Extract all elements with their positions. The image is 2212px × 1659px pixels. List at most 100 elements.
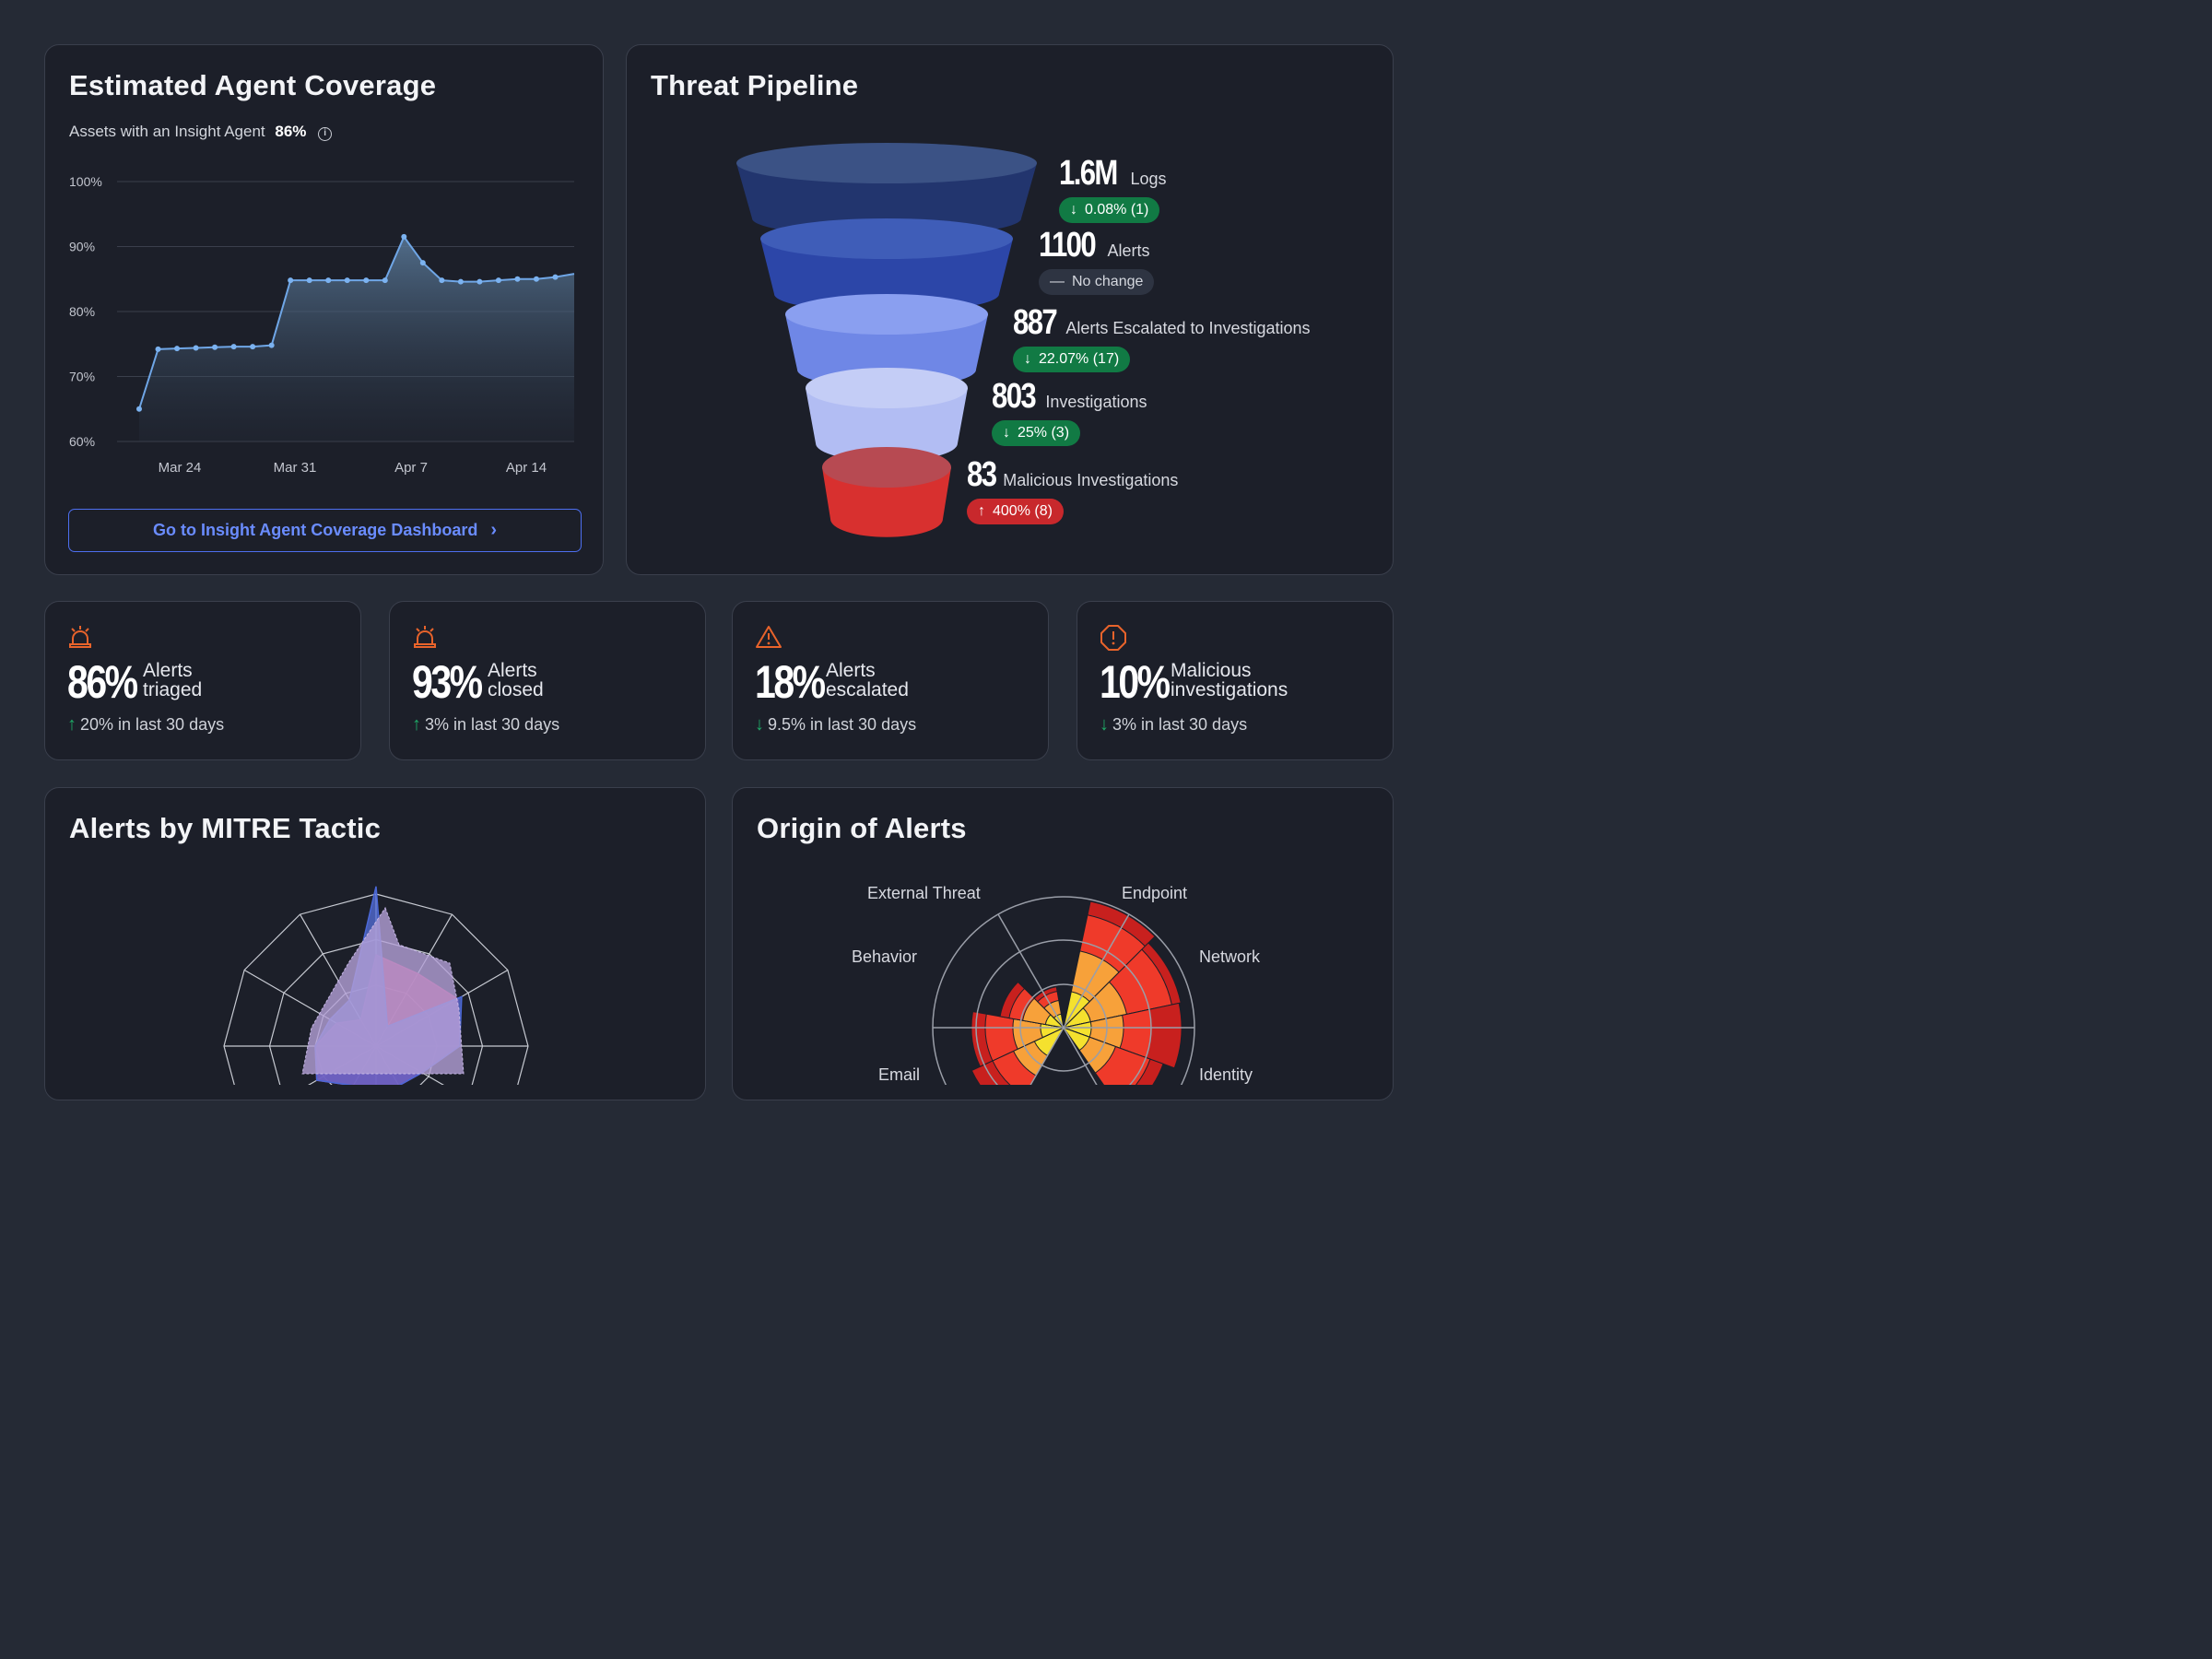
threat-pipeline-card: Threat Pipeline 1.6M Logs ↓ 0.08% (1) 1100 … <box>626 44 1394 575</box>
coverage-area <box>139 236 574 441</box>
stage-change-badge: ↓ 0.08% (1) <box>1059 197 1160 223</box>
polar-spoke <box>1063 1027 1098 1085</box>
kpi-line2: closed <box>488 679 544 700</box>
kpi-line1: Malicious <box>1171 660 1252 681</box>
stage-change: 22.07% (17) <box>1039 351 1120 367</box>
data-point <box>325 277 332 284</box>
data-point <box>155 346 161 352</box>
polar-spoke <box>1030 1027 1065 1085</box>
stage-label: Investigations <box>1041 393 1147 411</box>
kpi-trend-text: 3% in last 30 days <box>1112 715 1248 734</box>
kpi-line1: Alerts <box>826 660 876 681</box>
arrow-down-icon: ↓ <box>1100 714 1109 735</box>
origin-of-alerts-card: Origin of Alerts External Threat Endpoint… <box>732 787 1394 1100</box>
arrow-down-icon: ↓ <box>1070 202 1077 218</box>
y-tick-label: 70% <box>69 370 95 384</box>
agent-coverage-subtitle-label: Assets with an Insight Agent <box>69 123 265 140</box>
data-point <box>495 277 501 284</box>
x-tick-label: Mar 24 <box>159 460 202 476</box>
origin-label: Endpoint <box>1122 884 1188 902</box>
mitre-radar-chart <box>223 886 529 1085</box>
agent-coverage-value: 86% <box>275 123 307 140</box>
kpi-card: 18% Alerts escalated ↓ 9.5% in last 30 days <box>732 601 1049 760</box>
threat-pipeline-title: Threat Pipeline <box>651 69 859 101</box>
mitre-tactic-title: Alerts by MITRE Tactic <box>69 812 382 844</box>
pipeline-stage: 803 Investigations ↓ 25% (3) <box>992 377 1147 446</box>
stage-change-badge: ↓ 22.07% (17) <box>1013 347 1131 372</box>
threat-funnel <box>736 143 1037 537</box>
funnel-segment-top <box>785 294 988 335</box>
data-point <box>306 277 312 284</box>
stage-change: 0.08% (1) <box>1085 202 1149 218</box>
origin-label: Behavior <box>852 947 918 966</box>
stage-value: 887 <box>1013 303 1058 342</box>
kpi-value: 10% <box>1100 656 1171 708</box>
arrow-up-icon: ↑ <box>67 714 76 735</box>
mitre-tactic-card: Alerts by MITRE Tactic <box>44 787 706 1100</box>
stage-change: 400% (8) <box>993 503 1053 519</box>
data-point <box>477 278 483 285</box>
coverage-dashboard-link[interactable]: Go to Insight Agent Coverage Dashboard › <box>68 509 582 552</box>
kpi-line2: escalated <box>826 679 909 700</box>
pipeline-stage: 1.6M Logs ↓ 0.08% (1) <box>1059 154 1167 223</box>
warning-octagon-icon <box>1100 624 1127 656</box>
stage-value: 83 <box>967 455 997 494</box>
funnel-segment <box>760 239 1013 312</box>
agent-coverage-card: Estimated Agent Coverage Assets with an … <box>44 44 604 575</box>
kpi-line1: Alerts <box>488 660 537 681</box>
data-point <box>514 276 521 282</box>
kpi-trend: ↑ 20% in last 30 days <box>67 714 224 735</box>
stage-label: Alerts Escalated to Investigations <box>1062 319 1311 337</box>
kpi-description: Alerts escalated <box>826 661 909 700</box>
funnel-segment <box>785 314 988 388</box>
data-point <box>136 406 142 412</box>
kpi-trend: ↓ 3% in last 30 days <box>1100 714 1247 735</box>
funnel-segment-top <box>822 447 951 488</box>
data-point <box>533 276 539 282</box>
kpi-description: Malicious investigations <box>1171 661 1288 700</box>
stage-change-badge: ↑ 400% (8) <box>967 499 1064 524</box>
dash-icon: — <box>1050 274 1065 289</box>
x-tick-label: Mar 31 <box>274 460 317 476</box>
kpi-card: 10% Malicious investigations ↓ 3% in last 30… <box>1077 601 1394 760</box>
funnel-segment-top <box>806 368 968 408</box>
kpi-value: 93% <box>412 656 483 708</box>
kpi-description: Alerts triaged <box>143 661 202 700</box>
info-icon[interactable]: i <box>318 127 333 141</box>
stage-label: Malicious Investigations <box>998 471 1179 489</box>
arrow-up-icon: ↑ <box>978 503 985 519</box>
data-point <box>382 277 388 284</box>
coverage-dashboard-link-label: Go to Insight Agent Coverage Dashboard <box>152 521 478 539</box>
stage-label: Alerts <box>1103 241 1150 260</box>
data-point <box>193 345 199 351</box>
pipeline-stage: 887 Alerts Escalated to Investigations ↓ 2… <box>1013 303 1311 372</box>
funnel-segment-top <box>736 143 1037 183</box>
siren-icon <box>412 624 438 654</box>
kpi-value: 18% <box>755 656 826 708</box>
data-point <box>230 344 237 350</box>
chevron-right-icon: › <box>490 520 498 540</box>
x-tick-label: Apr 14 <box>506 460 547 476</box>
warning-triangle-icon <box>755 624 782 654</box>
data-point <box>344 277 350 284</box>
kpi-line2: investigations <box>1171 679 1288 700</box>
origin-label: Identity <box>1199 1065 1253 1084</box>
agent-coverage-title: Estimated Agent Coverage <box>69 69 437 101</box>
kpi-trend: ↓ 9.5% in last 30 days <box>755 714 916 735</box>
kpi-trend-text: 20% in last 30 days <box>80 715 225 734</box>
kpi-description: Alerts closed <box>488 661 544 700</box>
stage-value: 1.6M <box>1059 154 1118 193</box>
polar-spoke <box>997 913 1065 1029</box>
siren-icon <box>67 624 93 654</box>
kpi-card: 86% Alerts triaged ↑ 20% in last 30 days <box>44 601 361 760</box>
y-tick-label: 60% <box>69 434 95 449</box>
kpi-value: 86% <box>67 656 138 708</box>
polar-spoke <box>1063 913 1130 1029</box>
arrow-down-icon: ↓ <box>755 714 764 735</box>
arrow-up-icon: ↑ <box>412 714 421 735</box>
y-tick-label: 80% <box>69 304 95 319</box>
origin-polar-chart <box>932 896 1195 1085</box>
kpi-line2: triaged <box>143 679 203 700</box>
data-point <box>439 277 445 284</box>
stage-change-badge: ↓ 25% (3) <box>992 420 1081 446</box>
